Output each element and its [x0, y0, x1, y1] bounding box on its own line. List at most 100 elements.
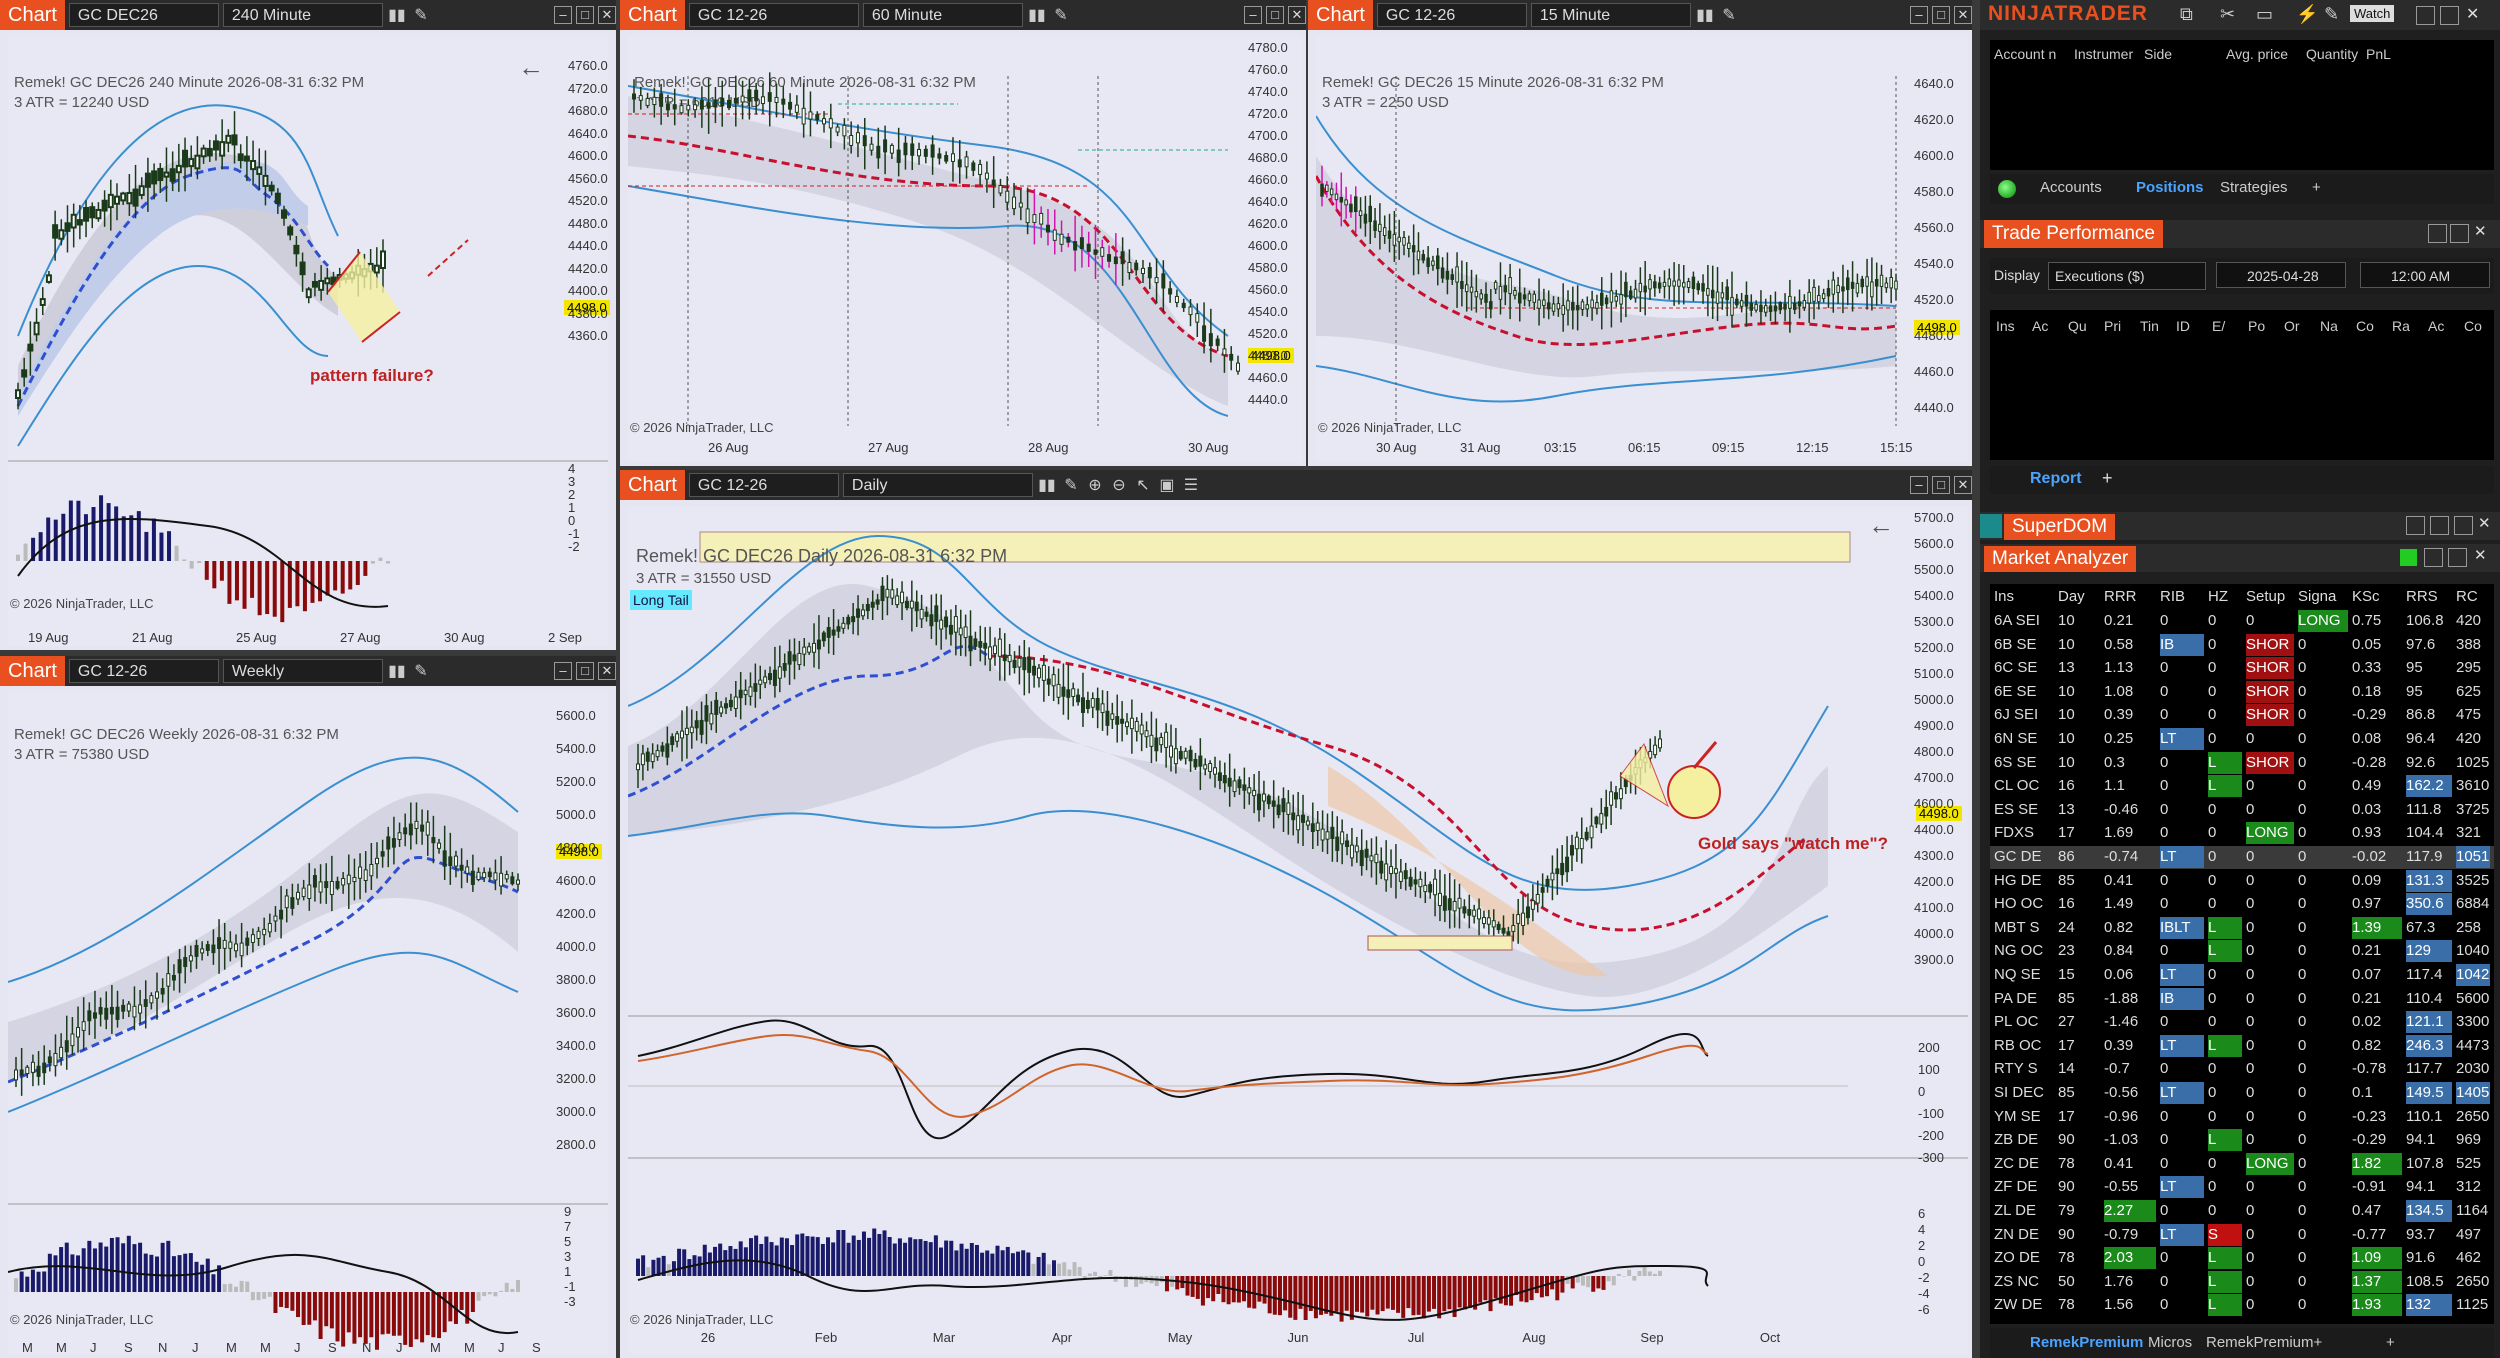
trade-performance-column-header[interactable]: Ins	[1996, 318, 2015, 334]
maximize-button[interactable]	[2440, 6, 2459, 25]
trade-performance-column-header[interactable]: Na	[2320, 318, 2338, 334]
date-picker[interactable]: 2025-04-28	[2216, 262, 2346, 288]
ma-row[interactable]: ZL DE 79 2.27 0 0 0 0 0.47 134.5 1164	[1990, 1200, 2494, 1223]
period-select[interactable]: 240 Minute	[222, 3, 383, 27]
period-select[interactable]: 15 Minute	[1530, 3, 1691, 27]
positions-tab[interactable]: Accounts	[2040, 179, 2102, 196]
positions-tab[interactable]: Strategies	[2220, 179, 2288, 196]
market-analyzer-grid[interactable]: Ins Day RRR RIB HZ Setup Signa KSc RRS RC 6A SEI 10…	[1990, 584, 2494, 1324]
draw-tool-icon[interactable]: ✎	[414, 663, 428, 680]
maximize-button[interactable]: □	[1932, 476, 1950, 494]
ma-row[interactable]: 6J SEI 10 0.39 0 0 SHOR 0 -0.29 86.8 475	[1990, 704, 2494, 727]
ma-column-header[interactable]: Day	[2058, 588, 2085, 605]
ma-column-header[interactable]: KSc	[2352, 588, 2380, 605]
close-button[interactable]: ✕	[1288, 6, 1306, 24]
link-color-icon[interactable]	[2400, 549, 2417, 566]
instrument-select[interactable]: GC 12-26	[688, 473, 839, 497]
ma-row[interactable]: ZF DE 90 -0.55 LT 0 0 0 -0.91 94.1 312	[1990, 1176, 2494, 1199]
ma-row[interactable]: FDXS 17 1.69 0 0 LONG 0 0.93 104.4 321	[1990, 822, 2494, 845]
bar-type-icon[interactable]: ▮▮	[388, 7, 406, 24]
maximize-button[interactable]	[2448, 548, 2467, 567]
ma-column-header[interactable]: RRS	[2406, 588, 2438, 605]
draw-tool-icon[interactable]: ✎	[414, 7, 428, 24]
tools-icon[interactable]: ✂	[2220, 4, 2236, 24]
minimize-button[interactable]	[2406, 516, 2425, 535]
instrument-select[interactable]: GC DEC26	[68, 3, 219, 27]
minimize-button[interactable]	[2424, 548, 2443, 567]
ma-row[interactable]: ZN DE 90 -0.79 LT S 0 0 -0.77 93.7 497	[1990, 1223, 2494, 1247]
positions-column-header[interactable]: Account n	[1994, 46, 2057, 62]
time-picker[interactable]: 12:00 AM	[2360, 262, 2490, 288]
trade-performance-column-header[interactable]: Qu	[2068, 318, 2087, 334]
trade-performance-column-header[interactable]: Pri	[2104, 318, 2122, 334]
chart-button[interactable]: Chart	[0, 656, 65, 686]
ma-column-header[interactable]: RIB	[2160, 588, 2186, 605]
ma-row[interactable]: NG OC 23 0.84 0 L 0 0 0.21 129 1040	[1990, 940, 2494, 963]
close-button[interactable]: ✕	[598, 662, 616, 680]
chart-plot-area[interactable]	[628, 506, 1968, 1354]
trade-performance-column-header[interactable]: Ra	[2392, 318, 2410, 334]
trade-performance-column-header[interactable]: Co	[2464, 318, 2482, 334]
close-button[interactable]: ✕	[2474, 547, 2487, 564]
display-select[interactable]: Executions ($)	[2048, 262, 2206, 290]
period-select[interactable]: 60 Minute	[862, 3, 1023, 27]
ma-row[interactable]: ZC DE 78 0.41 0 0 LONG 0 1.82 107.8 525	[1990, 1152, 2494, 1176]
period-select[interactable]: Weekly	[222, 659, 383, 683]
minimize-button[interactable]: –	[1244, 6, 1262, 24]
chart-button[interactable]: Chart	[620, 0, 685, 30]
positions-tab[interactable]: Positions	[2136, 179, 2204, 196]
add-tab-button[interactable]: +	[2102, 468, 2113, 488]
maximize-button[interactable]: □	[1266, 6, 1284, 24]
ma-row[interactable]: ZW DE 78 1.56 0 L 0 0 1.93 132 1125	[1990, 1294, 2494, 1317]
positions-column-header[interactable]: PnL	[2366, 46, 2391, 62]
positions-column-header[interactable]: Quantity	[2306, 46, 2359, 62]
ma-row[interactable]: ZB DE 90 -1.03 0 L 0 0 -0.29 94.1 969	[1990, 1129, 2494, 1152]
chart-plot-area[interactable]	[8, 692, 608, 1354]
bar-type-icon[interactable]: ▮▮	[1028, 7, 1046, 24]
edit-icon[interactable]: ✎	[2324, 4, 2340, 24]
trade-performance-column-header[interactable]: ID	[2176, 318, 2190, 334]
chart-plot-area[interactable]	[8, 36, 608, 646]
positions-column-header[interactable]: Avg. price	[2226, 46, 2288, 62]
maximize-button[interactable]: □	[576, 6, 594, 24]
positions-column-header[interactable]: Instrumer	[2074, 46, 2134, 62]
period-select[interactable]: Daily	[842, 473, 1033, 497]
ma-column-header[interactable]: Signa	[2298, 588, 2337, 605]
trade-performance-column-header[interactable]: E/	[2212, 318, 2226, 334]
chart-plot-area[interactable]	[1316, 36, 1968, 462]
close-button[interactable]: ✕	[2478, 515, 2491, 532]
ma-row[interactable]: PA DE 85 -1.88 IB 0 0 0 0.21 110.4 5600	[1990, 987, 2494, 1011]
report-tab[interactable]: Report	[2030, 470, 2082, 487]
add-tab-button[interactable]: +	[2312, 179, 2321, 196]
close-button[interactable]: ✕	[1954, 476, 1972, 494]
ma-row[interactable]: 6E SE 10 1.08 0 0 SHOR 0 0.18 95 625	[1990, 680, 2494, 704]
restore-button[interactable]	[2454, 516, 2473, 535]
ma-column-header[interactable]: HZ	[2208, 588, 2228, 605]
watch-button[interactable]: Watch	[2350, 5, 2395, 22]
workspaces-icon[interactable]: ▭	[2256, 4, 2274, 24]
instrument-select[interactable]: GC 12-26	[1376, 3, 1527, 27]
back-arrow-icon[interactable]: ←	[1868, 510, 1894, 540]
trade-performance-column-header[interactable]: Co	[2356, 318, 2374, 334]
draw-tool-icon[interactable]: ✎	[1054, 7, 1068, 24]
ma-row[interactable]: RTY S 14 -0.7 0 0 0 0 -0.78 117.7 2030	[1990, 1058, 2494, 1081]
chart-button[interactable]: Chart	[620, 470, 685, 500]
ma-row[interactable]: PL OC 27 -1.46 0 0 0 0 0.02 121.1 3300	[1990, 1011, 2494, 1034]
back-arrow-icon[interactable]: ←	[518, 52, 544, 82]
ma-tab[interactable]: RemekPremium	[2030, 1334, 2144, 1351]
maximize-button[interactable]	[2450, 224, 2469, 243]
ma-row[interactable]: RB OC 17 0.39 LT L 0 0 0.82 246.3 4473	[1990, 1034, 2494, 1058]
positions-column-header[interactable]: Side	[2144, 46, 2173, 62]
close-button[interactable]: ✕	[2466, 6, 2480, 23]
ma-row[interactable]: ZS NC 50 1.76 0 L 0 0 1.37 108.5 2650	[1990, 1270, 2494, 1294]
ma-row[interactable]: 6S SE 10 0.3 0 L SHOR 0 -0.28 92.6 1025	[1990, 751, 2494, 775]
restore-button[interactable]	[2416, 6, 2435, 25]
trade-performance-grid[interactable]: Ins Ac Qu Pri Tin ID E/Po Or Na Co Ra Ac Co	[1990, 310, 2494, 460]
instrument-select[interactable]: GC 12-26	[68, 659, 219, 683]
maximize-button[interactable]: □	[1932, 6, 1950, 24]
ma-row[interactable]: MBT S 24 0.82 IBLT L 0 0 1.39 67.3 258	[1990, 916, 2494, 940]
ma-row[interactable]: YM SE 17 -0.96 0 0 0 0 -0.23 110.1 2650	[1990, 1106, 2494, 1129]
ma-column-header[interactable]: Ins	[1994, 588, 2015, 605]
chart-button[interactable]: Chart	[1308, 0, 1373, 30]
